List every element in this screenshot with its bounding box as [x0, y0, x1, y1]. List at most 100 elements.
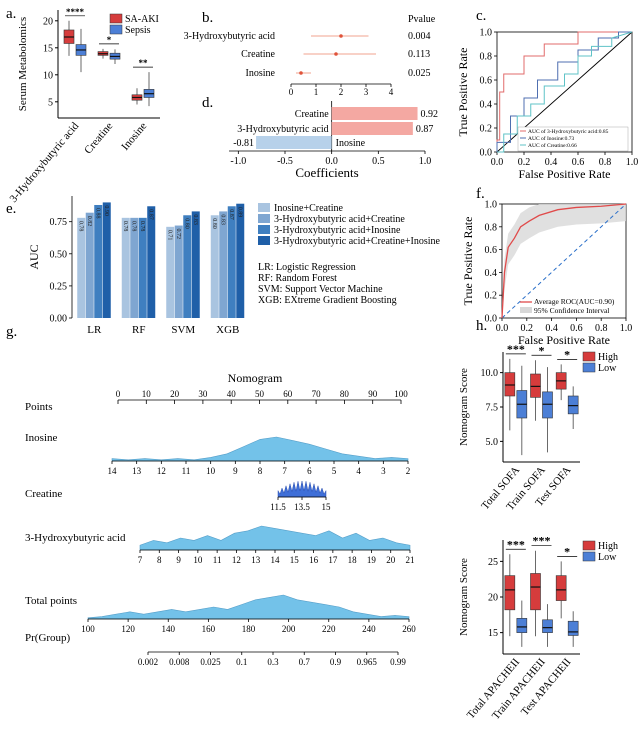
- nomogram-tick-label: 160: [202, 624, 216, 634]
- bar-value-label: 0.92: [421, 109, 439, 120]
- legend-label: Sepsis: [125, 25, 151, 36]
- y-tick-label: 7.5: [486, 403, 499, 414]
- y-tick-label: 0.50: [50, 249, 68, 260]
- y-axis-label: True Positive Rate: [456, 48, 470, 137]
- bar-value-label: 0.78: [77, 221, 83, 232]
- nomogram-tick-label: 12: [232, 555, 241, 565]
- significance-label: *: [564, 544, 570, 558]
- nomogram-tick-label: 0.3: [267, 657, 279, 667]
- y-tick-label: 0.6: [480, 76, 493, 87]
- bar-category-label: Inosine: [336, 138, 366, 149]
- roc-curve: [496, 31, 632, 152]
- nomogram-row-label: Creatine: [25, 488, 62, 500]
- x-axis-label: False Positive Rate: [519, 167, 611, 181]
- auc-bar: [121, 217, 130, 318]
- nomogram-tick-label: 9: [176, 555, 181, 565]
- nomogram-tick-label: 0.1: [236, 657, 247, 667]
- forest-row-label: Creatine: [241, 49, 275, 60]
- nomogram-tick-label: 0.002: [138, 657, 158, 667]
- legend-swatch: [109, 13, 123, 24]
- auc-bar: [147, 206, 156, 318]
- x-tick-label: 1: [314, 87, 319, 97]
- x-tick-label: 3: [364, 87, 369, 97]
- nomogram-tick-label: 0.7: [299, 657, 311, 667]
- y-tick-label: 10: [43, 70, 53, 81]
- legend-label: AUC of Inosine:0.73: [528, 135, 575, 142]
- coefficient-bar: [256, 136, 332, 149]
- panel-label: d.: [202, 95, 213, 111]
- y-tick-label: 0.8: [485, 222, 498, 233]
- legend-swatch: [258, 225, 270, 234]
- nomogram-tick-label: 40: [227, 389, 237, 399]
- nomogram-tick-label: 13: [132, 466, 142, 476]
- significance-label: ***: [507, 342, 525, 356]
- coefficient-bar: [331, 107, 418, 120]
- y-tick-label: 0.4: [485, 268, 498, 279]
- nomogram-tick-label: 0.965: [357, 657, 378, 667]
- x-tick-label: 0.0: [496, 323, 509, 334]
- auc-bar: [227, 206, 236, 318]
- y-axis-label: AUC: [27, 244, 41, 269]
- x-tick-label: 0.4: [545, 157, 558, 168]
- forest-row-label: Inosine: [246, 68, 276, 79]
- significance-label: ***: [507, 537, 525, 551]
- nomogram-tick-label: 13: [251, 555, 261, 565]
- significance-label: **: [139, 58, 149, 68]
- y-tick-label: 1.0: [485, 200, 498, 211]
- abbreviation: SVM: Support Vector Machine: [258, 284, 383, 295]
- nomogram-tick-label: 6: [307, 466, 312, 476]
- legend-label: 95% Confidence Interval: [534, 306, 609, 315]
- nomogram-tick-label: 11: [213, 555, 222, 565]
- category-label: 3-Hydroxybutyric acid: [8, 120, 82, 205]
- x-tick-label: 1.0: [626, 157, 639, 168]
- nomogram-tick-label: 200: [282, 624, 296, 634]
- nomogram-tick-label: 0.025: [200, 657, 221, 667]
- nomogram-tick-label: 80: [340, 389, 350, 399]
- legend-label: Average ROC(AUC=0.90): [534, 297, 615, 306]
- legend-label: 3-Hydroxybutyric acid+Inosine: [274, 225, 401, 236]
- nomogram-tick-label: 15: [322, 502, 332, 512]
- nomogram-tick-label: 7: [138, 555, 143, 565]
- point-estimate: [334, 52, 338, 56]
- y-tick-label: 5.0: [486, 437, 499, 448]
- nomogram-tick-label: 0: [116, 389, 121, 399]
- nomogram-tick-label: 14: [108, 466, 118, 476]
- nomogram-tick-label: 30: [198, 389, 208, 399]
- y-tick-label: 10.0: [481, 368, 499, 379]
- y-tick-label: 25: [488, 557, 498, 568]
- forest-row-label: 3-Hydroxybutyric acid: [184, 31, 275, 42]
- y-axis-label: Serum Metabolomics: [17, 17, 29, 111]
- auc-bar: [210, 215, 219, 318]
- bar-category-label: 3-Hydroxybutyric acid: [237, 124, 328, 135]
- nomogram-tick-label: 12: [157, 466, 166, 476]
- y-tick-label: 0.8: [480, 52, 493, 63]
- plot-frame: [496, 31, 633, 153]
- auc-bar: [85, 212, 94, 318]
- nomogram-tick-label: 90: [368, 389, 378, 399]
- nomogram-tick-label: 0.99: [390, 657, 406, 667]
- bar-value-label: 0.78: [139, 221, 145, 232]
- auc-bar: [130, 217, 139, 318]
- nomogram-tick-label: 3: [381, 466, 386, 476]
- confidence-band: [502, 204, 626, 318]
- bar-value-label: 0.83: [219, 214, 225, 225]
- significance-label: *: [564, 347, 570, 361]
- x-tick-label: 0.6: [572, 157, 585, 168]
- y-tick-label: 0.2: [480, 124, 493, 135]
- x-tick-label: 1.0: [419, 156, 432, 167]
- density-area: [277, 480, 327, 498]
- legend-label: AUC of 3-Hydroxybutyric acid:0.85: [528, 128, 609, 135]
- x-tick-label: -0.5: [277, 156, 293, 167]
- auc-bar: [191, 211, 200, 318]
- nomogram-tick-label: 14: [271, 555, 281, 565]
- box-high: [504, 575, 516, 611]
- significance-label: *: [539, 343, 545, 357]
- nomogram-tick-label: 20: [386, 555, 396, 565]
- point-estimate: [299, 71, 303, 75]
- roc-curve: [497, 31, 633, 153]
- bar-value-label: 0.90: [103, 205, 109, 216]
- bar-value-label: 0.87: [228, 209, 234, 220]
- nomogram-tick-label: 20: [170, 389, 180, 399]
- nomogram-tick-label: 9: [233, 466, 238, 476]
